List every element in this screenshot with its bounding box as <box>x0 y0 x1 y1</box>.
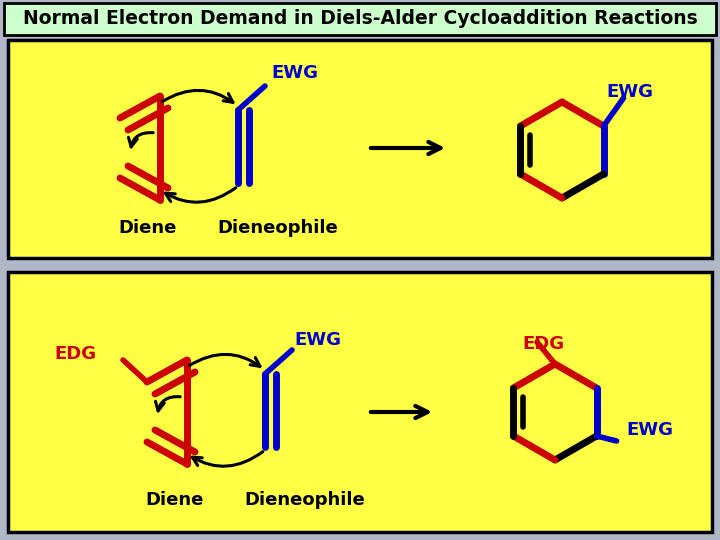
Text: Normal Electron Demand in Diels-Alder Cycloaddition Reactions: Normal Electron Demand in Diels-Alder Cy… <box>22 10 698 29</box>
Text: EWG: EWG <box>271 64 318 82</box>
Text: EDG: EDG <box>54 345 96 363</box>
Bar <box>4 3 716 35</box>
Bar <box>8 272 712 532</box>
Text: EWG: EWG <box>294 331 341 349</box>
Text: EWG: EWG <box>626 421 673 439</box>
Text: Dieneophile: Dieneophile <box>245 491 365 509</box>
Text: Diene: Diene <box>119 219 177 237</box>
Bar <box>8 40 712 258</box>
Text: EWG: EWG <box>606 83 654 101</box>
Text: EDG: EDG <box>522 335 564 353</box>
Text: Dieneophile: Dieneophile <box>217 219 338 237</box>
Text: Diene: Diene <box>146 491 204 509</box>
